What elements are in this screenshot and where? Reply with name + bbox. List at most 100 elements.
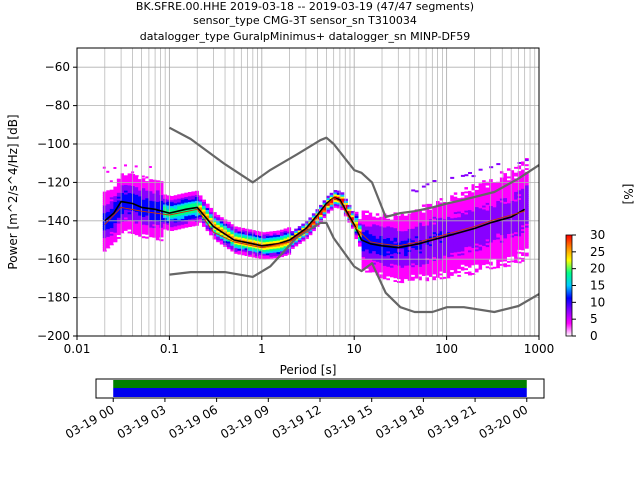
heatmap-cell xyxy=(390,271,394,274)
heatmap-cell xyxy=(127,211,132,215)
heatmap-cell xyxy=(439,226,444,230)
heatmap-cell xyxy=(475,202,479,206)
heatmap-cell xyxy=(365,262,370,265)
heatmap-cell xyxy=(482,182,487,185)
heatmap-cell xyxy=(372,218,377,221)
heatmap-cell xyxy=(152,200,157,204)
heatmap-cell xyxy=(106,240,111,243)
heatmap-cell xyxy=(496,185,501,188)
heatmap-cell xyxy=(368,253,373,256)
heatmap-cell xyxy=(120,186,125,190)
heatmap-cell xyxy=(517,216,522,220)
heatmap-cell xyxy=(361,212,366,215)
heatmap-cell xyxy=(184,225,189,228)
heatmap-cell xyxy=(443,214,448,218)
heatmap-cell xyxy=(425,278,430,282)
heatmap-cell xyxy=(450,262,455,265)
heatmap-cell xyxy=(439,215,444,218)
heatmap-cell xyxy=(375,251,380,255)
heatmap-cell xyxy=(336,206,341,209)
mode-line xyxy=(104,197,525,249)
heatmap-cell xyxy=(248,233,253,236)
heatmap-cell xyxy=(418,277,423,281)
heatmap-cell xyxy=(453,251,458,255)
heatmap-cell xyxy=(152,223,157,227)
heatmap-cell xyxy=(361,247,366,250)
heatmap-cell xyxy=(510,173,515,176)
heatmap-cell xyxy=(464,240,469,244)
heatmap-cell xyxy=(272,238,277,241)
heatmap-cell xyxy=(414,249,419,252)
heatmap-cell xyxy=(134,211,139,214)
heatmap-cell xyxy=(507,208,511,211)
heatmap-cell xyxy=(478,271,483,274)
heatmap-cell xyxy=(460,220,465,223)
heatmap-cell xyxy=(492,210,497,213)
heatmap-cell xyxy=(453,198,458,201)
heatmap-cell xyxy=(510,196,515,199)
heatmap-cell xyxy=(517,170,522,174)
heatmap-cell xyxy=(429,257,433,260)
heatmap-cell xyxy=(131,231,136,234)
heatmap-cell xyxy=(521,253,526,256)
heatmap-cell xyxy=(485,177,490,180)
heatmap-cell xyxy=(180,195,185,198)
heatmap-cell xyxy=(262,234,267,237)
heatmap-cell xyxy=(301,237,306,240)
heatmap-cell xyxy=(489,261,494,264)
heatmap-cell xyxy=(510,206,515,209)
heatmap-cell xyxy=(471,253,476,256)
heatmap-cell xyxy=(233,249,238,252)
heatmap-cell xyxy=(436,262,440,265)
heatmap-cell xyxy=(280,233,284,236)
heatmap-cell xyxy=(375,222,380,226)
heatmap-cell xyxy=(503,226,508,229)
heatmap-cell xyxy=(109,196,114,200)
heatmap-cell xyxy=(418,266,423,269)
heatmap-cell xyxy=(269,254,274,257)
heatmap-cell xyxy=(159,185,164,188)
heatmap-cell xyxy=(503,228,508,231)
heatmap-cell xyxy=(485,225,490,228)
heatmap-cell xyxy=(230,243,235,246)
heatmap-cell xyxy=(382,242,387,245)
heatmap-cell xyxy=(148,234,153,238)
heatmap-cell xyxy=(489,247,494,251)
heatmap-cell xyxy=(460,206,465,210)
heatmap-cell xyxy=(432,218,437,221)
heatmap-cell xyxy=(429,205,433,208)
y-axis-label: Power [m^2/s^4/Hz] [dB] xyxy=(6,114,20,269)
heatmap-cell xyxy=(432,252,437,256)
heatmap-cell xyxy=(418,231,423,235)
heatmap-cell xyxy=(492,222,497,225)
heatmap-cell xyxy=(322,215,327,219)
heatmap-cell xyxy=(521,163,526,166)
heatmap-cell xyxy=(517,235,522,239)
heatmap-cell xyxy=(496,221,501,224)
heatmap-cell xyxy=(390,224,394,228)
heatmap-cell xyxy=(170,207,175,210)
heatmap-cell xyxy=(280,247,284,250)
heatmap-cell xyxy=(404,238,409,241)
heatmap-cell xyxy=(322,208,327,211)
heatmap-cell xyxy=(155,218,160,222)
heatmap-cell xyxy=(524,196,529,199)
heatmap-cell xyxy=(365,214,370,217)
heatmap-cell xyxy=(216,218,221,222)
heatmap-cell xyxy=(173,199,178,202)
heatmap-cell xyxy=(471,243,476,247)
heatmap-cell xyxy=(109,225,114,229)
heatmap-cell xyxy=(411,253,416,256)
heatmap-cell xyxy=(368,247,373,250)
heatmap-cell xyxy=(287,227,292,230)
heatmap-cell xyxy=(365,222,370,225)
heatmap-cell xyxy=(287,233,292,236)
heatmap-cell xyxy=(521,255,526,258)
heatmap-cell xyxy=(443,257,448,260)
heatmap-cell xyxy=(269,256,274,259)
heatmap-cell xyxy=(464,244,469,248)
heatmap-cell xyxy=(131,187,136,190)
heatmap-cell xyxy=(404,213,409,216)
heatmap-cell xyxy=(276,230,281,233)
heatmap-cell xyxy=(492,183,497,187)
